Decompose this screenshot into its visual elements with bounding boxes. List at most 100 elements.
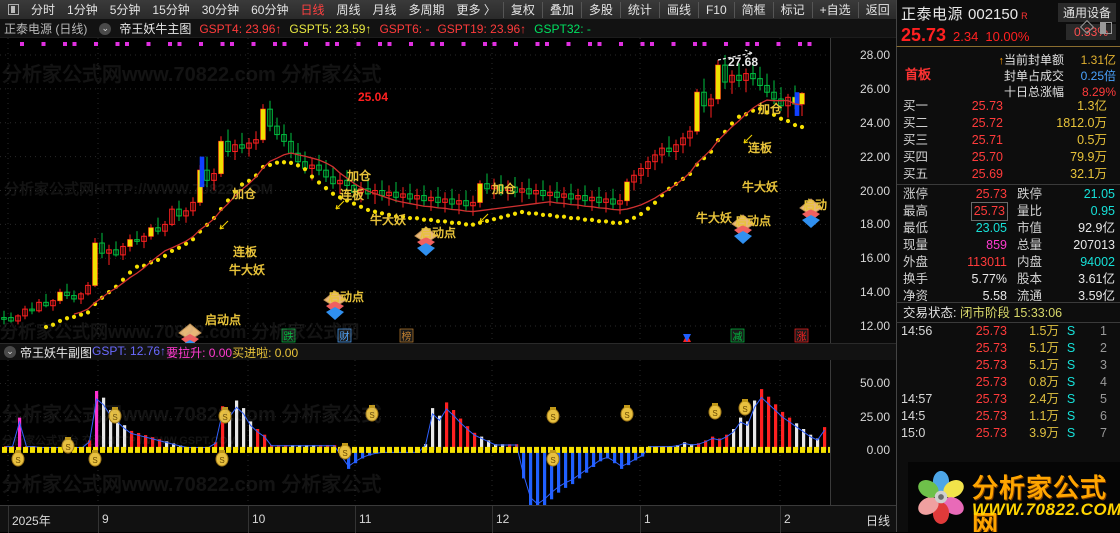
sub-indicator-pane[interactable]: S S S S S S S S S S S S S <box>0 360 830 505</box>
tick-index: 3 <box>1100 358 1107 372</box>
bid-price: 25.73 <box>971 99 1003 113</box>
stat-value-right: 3.59亿 <box>1078 289 1115 303</box>
toolbar-divider <box>811 1 813 18</box>
tick-volume: 5.1万 <box>1029 341 1059 355</box>
trade-status-label: 交易状态: <box>903 306 957 320</box>
quote-stat-row: 最低 23.05 市值 92.9亿 <box>897 220 1120 237</box>
oscillator-canvas[interactable]: S S S S S S S S S S S S S <box>0 360 830 505</box>
toolbar-divider <box>857 1 859 18</box>
quote-bid-row[interactable]: 买五 25.69 32.1万 <box>897 166 1120 183</box>
tool-7[interactable]: 标记 <box>780 2 805 17</box>
period-1[interactable]: 1分钟 <box>67 2 98 17</box>
quote-table: 买一 25.73 1.3亿 买二 25.72 1812.0万 买三 25.71 0.5万 买四 25… <box>896 98 1120 320</box>
stat-value-left: 5.77% <box>971 272 1007 286</box>
tool-0[interactable]: 复权 <box>510 2 535 17</box>
date-tick <box>248 506 249 533</box>
quote-bid-row[interactable]: 买三 25.71 0.5万 <box>897 132 1120 149</box>
tick-time <box>897 357 943 374</box>
indicator-field: 买进啦: 0.00 <box>232 345 299 360</box>
bid-volume: 1.3亿 <box>1077 99 1107 113</box>
chart-header-icons[interactable] <box>1079 19 1112 35</box>
toolbar-divider <box>733 1 735 18</box>
quote-stat-row: 涨停 25.73 跌停 21.05 <box>897 186 1120 203</box>
tool-3[interactable]: 统计 <box>627 2 652 17</box>
bid-volume: 79.9万 <box>1070 150 1107 164</box>
info-value: 8.29% <box>1081 85 1116 99</box>
stat-label-right: 跌停 <box>1017 187 1043 201</box>
stat-value-right: 94002 <box>1080 255 1115 269</box>
tick-volume: 2.4万 <box>1029 392 1059 406</box>
stat-value-right: 21.05 <box>1083 187 1115 201</box>
period-2[interactable]: 5分钟 <box>109 2 141 17</box>
date-tick <box>98 506 99 533</box>
tool-1[interactable]: 叠加 <box>549 2 574 17</box>
chart-annotation: 加仓 <box>232 187 257 201</box>
svg-text:S: S <box>342 449 347 458</box>
chart-annotation: 加仓 <box>347 169 372 183</box>
stat-label-left: 最高 <box>903 204 929 218</box>
period-9[interactable]: 多周期 <box>408 2 445 17</box>
main-kline-pane[interactable]: 跌财榜减涨12.17 25.0427.68加仓加仓加仓加仓连板连板连板牛大妖牛大… <box>0 38 830 343</box>
sub-chevron-down-icon[interactable]: ⌄ <box>4 346 16 358</box>
date-label: 11 <box>359 512 372 526</box>
quote-bid-row[interactable]: 买一 25.73 1.3亿 <box>897 98 1120 115</box>
stat-label-left: 净资 <box>903 289 929 303</box>
bid-label: 买二 <box>903 116 929 130</box>
stock-margin-mark: R <box>1021 11 1028 21</box>
kline-canvas[interactable]: 跌财榜减涨12.17 <box>0 38 830 343</box>
tool-4[interactable]: 画线 <box>666 2 691 17</box>
period-10[interactable]: 更多 〉 <box>456 2 496 17</box>
period-3[interactable]: 15分钟 <box>152 2 190 17</box>
period-7[interactable]: 周线 <box>336 2 361 17</box>
toolbar-divider <box>658 1 660 18</box>
stat-label-right: 量比 <box>1017 204 1043 218</box>
chart-annotation: 25.04 <box>358 90 389 104</box>
chart-annotation: 连板 <box>340 188 365 202</box>
chevron-down-icon[interactable]: ⌄ <box>99 22 112 35</box>
price-axis-tick: 18.00 <box>859 217 890 232</box>
period-4[interactable]: 30分钟 <box>201 2 240 17</box>
main-indicator-name[interactable]: 帝王妖牛主图 <box>119 22 192 36</box>
quote-bid-row[interactable]: 买四 25.70 79.9万 <box>897 149 1120 166</box>
period-badge: 日线 <box>865 514 890 528</box>
bid-volume: 32.1万 <box>1070 167 1107 181</box>
chart-annotation: 启动 <box>803 198 828 212</box>
period-0[interactable]: 分时 <box>31 2 56 17</box>
layout-icon[interactable] <box>8 4 19 15</box>
trade-status-bar: 交易状态: 闭市阶段 15:33:06 <box>896 302 1120 322</box>
indicator-field: GSPT32: - <box>534 21 591 36</box>
info-value: 1.31亿 <box>1080 53 1116 67</box>
toolbar-divider <box>619 1 621 18</box>
tick-side: S <box>1066 392 1076 406</box>
info-row: 封单占成交 0.25倍 <box>1004 67 1116 84</box>
stat-label-left: 外盘 <box>903 255 929 269</box>
period-5[interactable]: 60分钟 <box>251 2 289 17</box>
quote-stat-row: 外盘 113011 内盘 94002 <box>897 254 1120 271</box>
sector-label[interactable]: 通用设备 <box>1057 3 1116 22</box>
chart-annotation: 启动点 <box>328 290 365 304</box>
chart-annotation: 启动点 <box>735 214 772 228</box>
bid-price: 25.72 <box>971 116 1003 130</box>
split-view-icon[interactable] <box>1100 22 1112 34</box>
tool-8[interactable]: +自选 <box>819 2 851 17</box>
tool-9[interactable]: 返回 <box>865 2 890 17</box>
period-6[interactable]: 日线 <box>300 2 325 17</box>
sub-indicator-name[interactable]: 帝王妖牛副图 <box>20 345 93 360</box>
quote-bid-row[interactable]: 买二 25.72 1812.0万 <box>897 115 1120 132</box>
period-8[interactable]: 月线 <box>372 2 397 17</box>
tick-volume: 3.9万 <box>1029 426 1059 440</box>
tick-index: 5 <box>1100 392 1107 406</box>
info-value: 0.25倍 <box>1080 69 1116 83</box>
toolbar-divider <box>697 1 699 18</box>
tool-5[interactable]: F10 <box>705 2 727 17</box>
period-toolbar[interactable]: 分时 1分钟 5分钟 15分钟 30分钟 60分钟 日线 周线 月线 多周期 更多 〉 复权 叠加 多股… <box>0 0 896 20</box>
tool-6[interactable]: 简框 <box>741 2 766 17</box>
tool-2[interactable]: 多股 <box>588 2 613 17</box>
diamond-icon[interactable] <box>1079 19 1095 35</box>
sub-axis: 50.00 25.00 0.00 <box>830 360 896 505</box>
quote-stat-row: 最高 25.73 量比 0.95 <box>897 202 1120 221</box>
price-axis: 28.00 26.00 24.00 22.00 20.00 18.00 16.00 14.00… <box>830 38 896 343</box>
tick-volume: 5.1万 <box>1029 358 1059 372</box>
stat-value-left: 23.05 <box>975 221 1007 235</box>
stat-label-left: 涨停 <box>903 187 929 201</box>
